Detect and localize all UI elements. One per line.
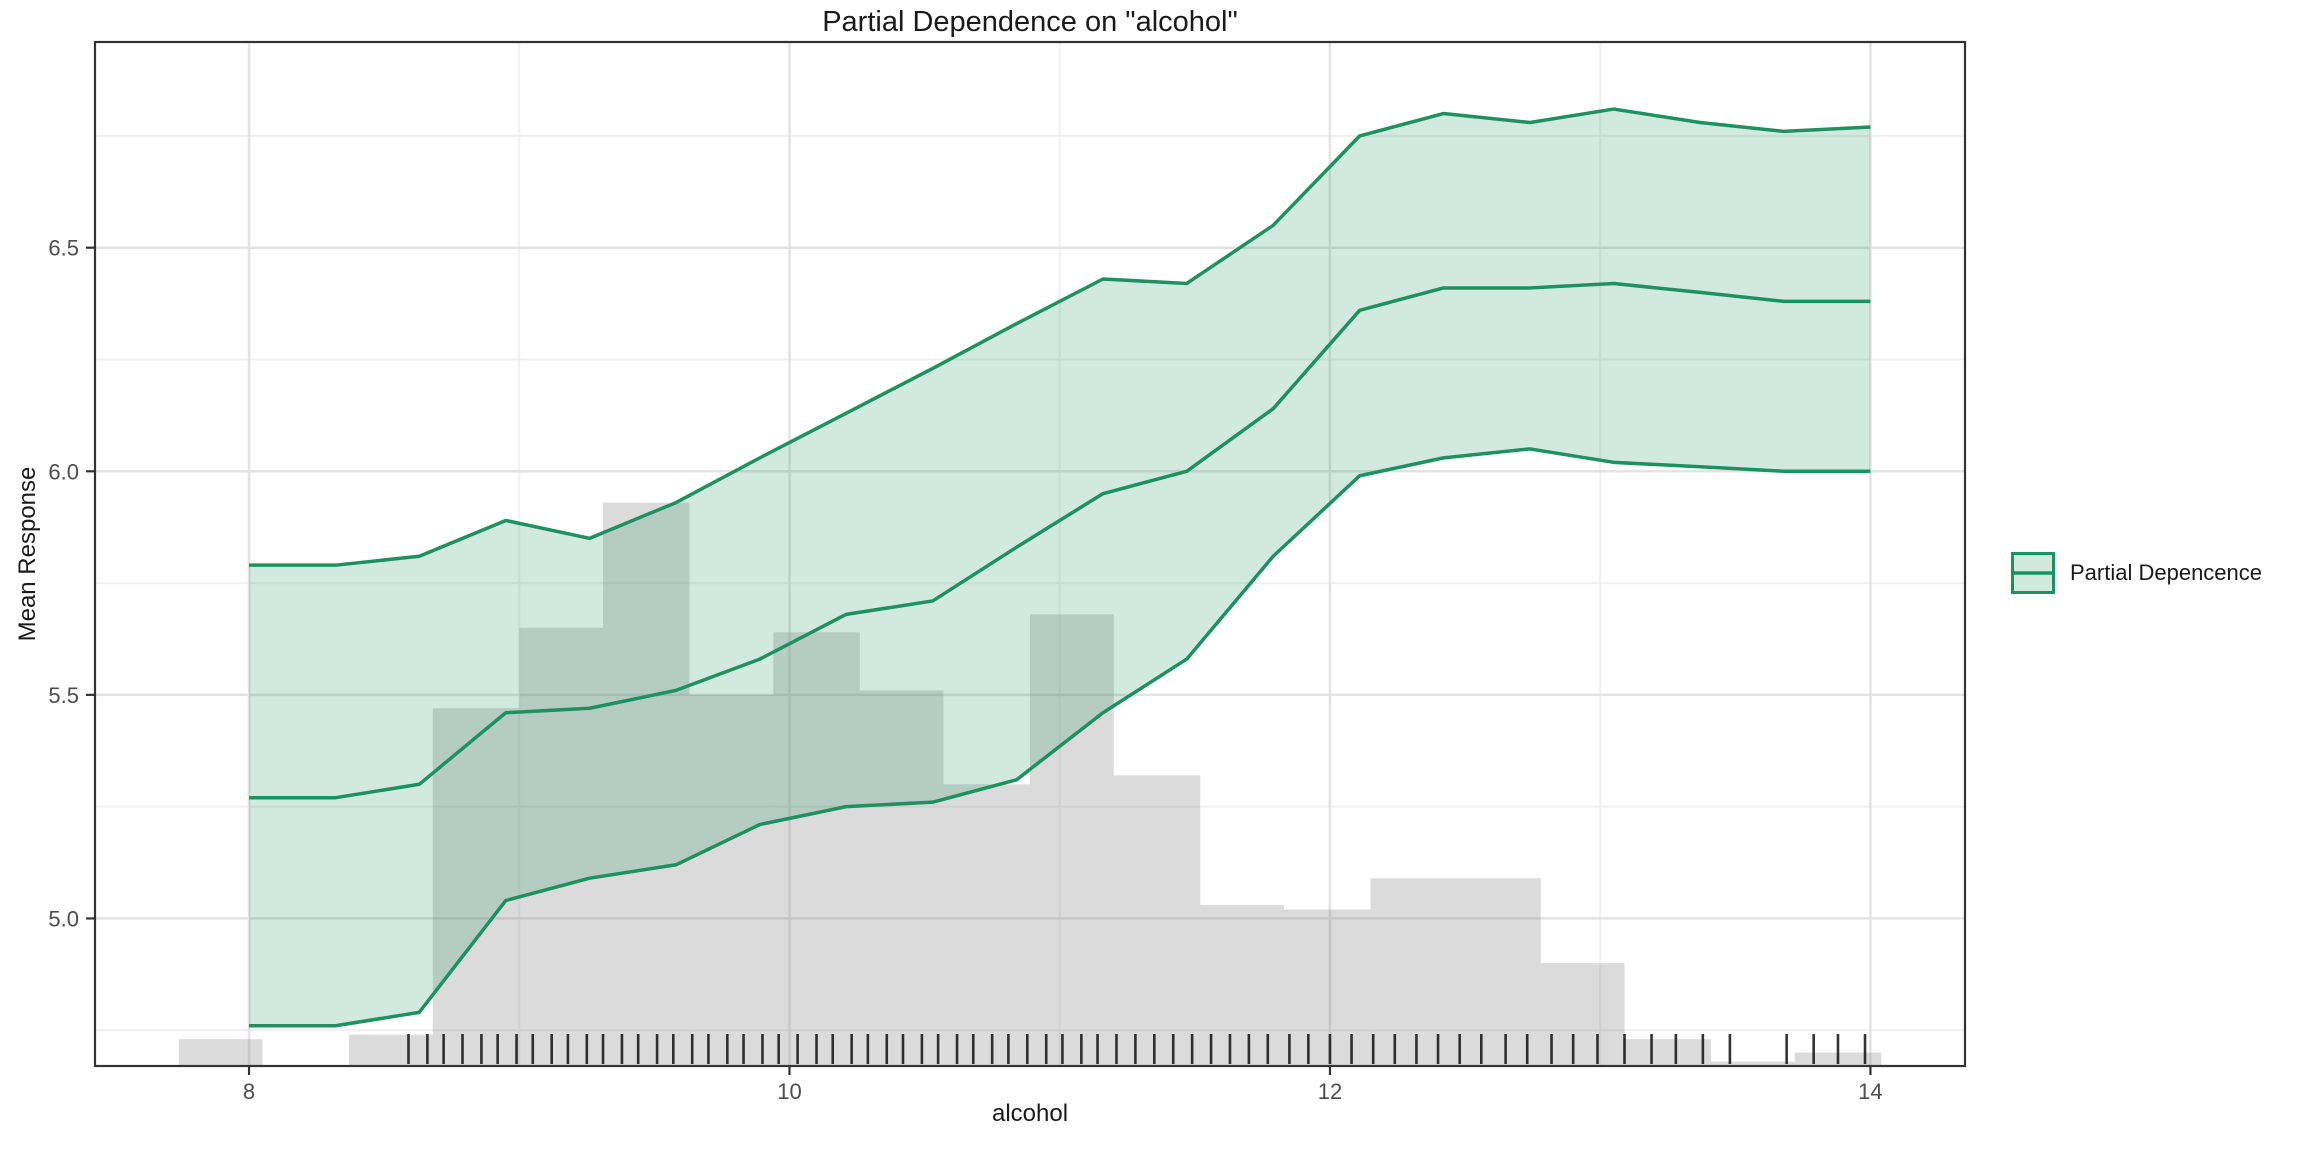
histogram-bar (1030, 614, 1114, 1066)
histogram-bar (1370, 878, 1455, 1066)
upper-bound-line (249, 107, 1871, 567)
legend: Partial Depencence (2010, 551, 2262, 595)
histogram-bar (689, 694, 774, 1066)
histogram-bar (1710, 1061, 1795, 1066)
rug-marks (407, 1034, 1867, 1064)
histogram-bar (603, 502, 690, 1066)
mean-response-line (249, 281, 1871, 800)
histogram-bar (773, 632, 860, 1066)
x-tick-label: 14 (1858, 1079, 1882, 1104)
lower-bound-line (249, 447, 1871, 1028)
y-tick-label: 5.0 (48, 906, 79, 931)
axis-ticks: 8 10 12 14 5.0 5.5 6.0 6.5 (48, 236, 1882, 1104)
x-tick-label: 10 (777, 1079, 801, 1104)
confidence-ribbon (249, 109, 1871, 1026)
minor-gridlines (95, 42, 1965, 1066)
histogram-bar (943, 784, 1030, 1066)
histogram-bar (859, 690, 944, 1066)
histogram-bar (349, 1034, 433, 1066)
panel-border (93, 40, 1967, 1068)
histogram-bar (1113, 775, 1201, 1066)
legend-key-icon (2011, 552, 2055, 594)
x-tick-label: 12 (1318, 1079, 1342, 1104)
histogram-bar (1540, 963, 1625, 1066)
legend-label: Partial Depencence (2070, 560, 2263, 585)
histogram-bar (178, 1039, 263, 1066)
histogram-bars (178, 502, 1882, 1066)
panel-background (95, 42, 1965, 1066)
histogram-bar (1284, 909, 1371, 1066)
histogram-bar (519, 627, 604, 1066)
histogram-bar (432, 708, 520, 1066)
chart-title: Partial Dependence on "alcohol" (822, 6, 1238, 38)
major-gridlines (95, 42, 1965, 1066)
y-tick-label: 6.5 (48, 236, 79, 261)
histogram-bar (1624, 1039, 1711, 1066)
y-tick-label: 6.0 (48, 459, 79, 484)
x-tick-label: 8 (243, 1079, 255, 1104)
histogram-bar (1200, 905, 1285, 1066)
y-tick-label: 5.5 (48, 683, 79, 708)
x-axis-title: alcohol (991, 1100, 1069, 1127)
